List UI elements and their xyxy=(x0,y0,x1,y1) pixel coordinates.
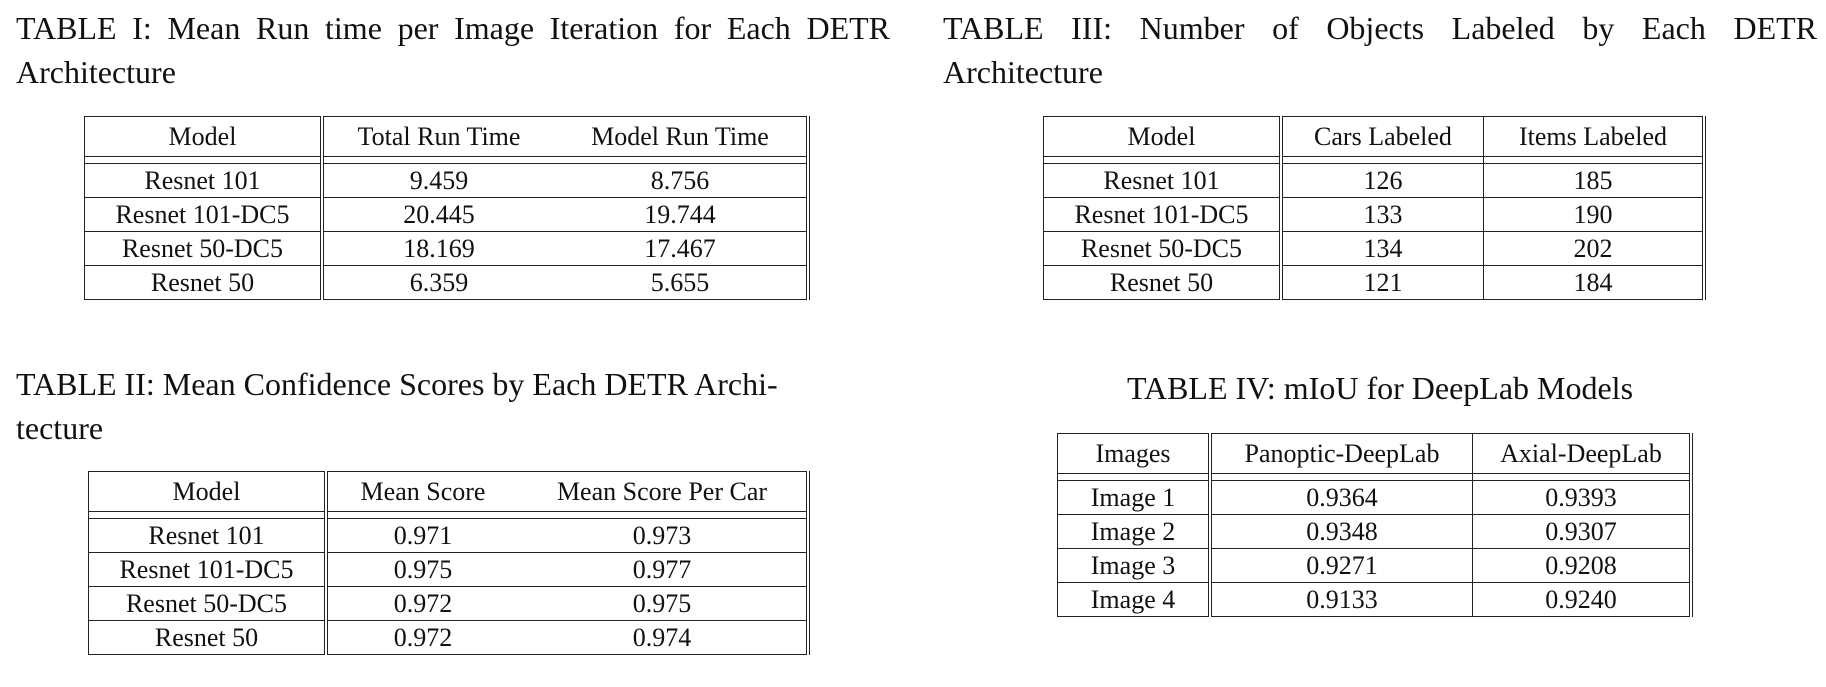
table-cell: 190 xyxy=(1483,197,1706,232)
table-3-header-items-labeled: Items Labeled xyxy=(1483,116,1706,157)
table-4-header-panoptic-deeplab: Panoptic-DeepLab xyxy=(1210,433,1473,474)
table-row: Image 1 0.9364 0.9393 xyxy=(1057,480,1693,515)
table-2-caption-label: TABLE II: xyxy=(16,366,155,402)
table-cell: 5.655 xyxy=(554,265,810,300)
table-cell: Resnet 101 xyxy=(1043,163,1283,198)
table-1-header-model: Model xyxy=(84,116,324,157)
table-cell: 0.9208 xyxy=(1472,548,1693,583)
table-cell: 0.9393 xyxy=(1472,480,1693,515)
table-cell: 0.975 xyxy=(518,586,810,621)
table-cell: 0.971 xyxy=(326,518,518,553)
table-row: Resnet 50-DC5 18.169 17.467 xyxy=(84,231,810,266)
table-row: Resnet 50 121 184 xyxy=(1043,265,1706,300)
table-row: Resnet 101-DC5 0.975 0.977 xyxy=(88,552,810,587)
table-3-caption-text: Number of Objects Labeled by Each DETR A… xyxy=(943,10,1818,90)
table-cell: Resnet 50 xyxy=(84,265,324,300)
table-row: Resnet 50 6.359 5.655 xyxy=(84,265,810,300)
table-4-caption: TABLE IV: mIoU for DeepLab Models xyxy=(1040,366,1720,410)
table-cell: Resnet 101-DC5 xyxy=(88,552,328,587)
table-cell: 0.972 xyxy=(326,586,518,621)
table-cell: 202 xyxy=(1483,231,1706,266)
table-3-caption-label: TABLE III: xyxy=(943,10,1112,46)
table-cell: 0.9271 xyxy=(1210,548,1473,583)
table-2-caption-line-2: tecture xyxy=(16,410,104,446)
table-cell: 0.975 xyxy=(326,552,518,587)
table-row: Resnet 101 126 185 xyxy=(1043,163,1706,198)
table-cell: 0.9348 xyxy=(1210,514,1473,549)
table-cell: Image 4 xyxy=(1057,582,1212,617)
table-cell: 9.459 xyxy=(322,163,554,198)
table-row: Resnet 50-DC5 0.972 0.975 xyxy=(88,586,810,621)
table-2: Model Mean Score Mean Score Per Car Resn… xyxy=(88,471,810,655)
table-1-caption-label: TABLE I: xyxy=(16,10,152,46)
table-2-caption-line-1: Mean Confidence Scores by Each DETR Arch… xyxy=(162,366,778,402)
table-cell: 18.169 xyxy=(322,231,554,266)
table-cell: Resnet 50-DC5 xyxy=(1043,231,1283,266)
table-cell: 121 xyxy=(1281,265,1484,300)
table-row: Image 3 0.9271 0.9208 xyxy=(1057,548,1693,583)
table-row: Resnet 101 9.459 8.756 xyxy=(84,163,810,198)
table-cell: Resnet 50 xyxy=(1043,265,1283,300)
table-3-header-cars-labeled: Cars Labeled xyxy=(1281,116,1484,157)
table-1: Model Total Run Time Model Run Time Resn… xyxy=(84,116,810,300)
table-cell: 126 xyxy=(1281,163,1484,198)
table-cell: 19.744 xyxy=(554,197,810,232)
table-4: Images Panoptic-DeepLab Axial-DeepLab Im… xyxy=(1057,433,1693,617)
table-row: Resnet 50 0.972 0.974 xyxy=(88,620,810,655)
table-cell: Image 3 xyxy=(1057,548,1212,583)
table-cell: Image 1 xyxy=(1057,480,1212,515)
table-row: Resnet 101-DC5 133 190 xyxy=(1043,197,1706,232)
table-1-caption-text: Mean Run time per Image Iteration for Ea… xyxy=(16,10,891,90)
table-3: Model Cars Labeled Items Labeled Resnet … xyxy=(1043,116,1706,300)
table-1-caption: TABLE I: Mean Run time per Image Iterati… xyxy=(16,6,890,94)
table-row: Resnet 101-DC5 20.445 19.744 xyxy=(84,197,810,232)
table-cell: 0.9240 xyxy=(1472,582,1693,617)
table-row: Resnet 50-DC5 134 202 xyxy=(1043,231,1706,266)
table-cell: Resnet 101 xyxy=(84,163,324,198)
table-cell: 20.445 xyxy=(322,197,554,232)
table-cell: Resnet 50-DC5 xyxy=(88,586,328,621)
table-row: Resnet 101 0.971 0.973 xyxy=(88,518,810,553)
table-cell: 184 xyxy=(1483,265,1706,300)
table-cell: Resnet 101-DC5 xyxy=(84,197,324,232)
table-2-caption: TABLE II: Mean Confidence Scores by Each… xyxy=(16,362,890,450)
table-2-header-mean-score-per-car: Mean Score Per Car xyxy=(518,471,810,512)
table-2-header-mean-score: Mean Score xyxy=(326,471,518,512)
table-cell: Resnet 101-DC5 xyxy=(1043,197,1283,232)
table-3-header-model: Model xyxy=(1043,116,1283,157)
table-cell: 6.359 xyxy=(322,265,554,300)
table-cell: 8.756 xyxy=(554,163,810,198)
table-cell: 133 xyxy=(1281,197,1484,232)
table-cell: Resnet 50 xyxy=(88,620,328,655)
table-cell: Image 2 xyxy=(1057,514,1212,549)
table-cell: 134 xyxy=(1281,231,1484,266)
table-4-caption-label: TABLE IV: xyxy=(1126,370,1276,406)
table-4-caption-text: mIoU for DeepLab Models xyxy=(1283,370,1634,406)
table-row: Image 2 0.9348 0.9307 xyxy=(1057,514,1693,549)
table-cell: 0.973 xyxy=(518,518,810,553)
table-cell: 0.9133 xyxy=(1210,582,1473,617)
table-cell: Resnet 50-DC5 xyxy=(84,231,324,266)
table-3-caption: TABLE III: Number of Objects Labeled by … xyxy=(943,6,1817,94)
table-row: Image 4 0.9133 0.9240 xyxy=(1057,582,1693,617)
table-cell: Resnet 101 xyxy=(88,518,328,553)
table-1-header-total-run-time: Total Run Time xyxy=(322,116,554,157)
table-cell: 0.9364 xyxy=(1210,480,1473,515)
table-cell: 17.467 xyxy=(554,231,810,266)
table-4-header-axial-deeplab: Axial-DeepLab xyxy=(1472,433,1693,474)
table-cell: 0.972 xyxy=(326,620,518,655)
table-cell: 0.9307 xyxy=(1472,514,1693,549)
table-cell: 0.974 xyxy=(518,620,810,655)
table-cell: 0.977 xyxy=(518,552,810,587)
table-4-header-images: Images xyxy=(1057,433,1212,474)
table-1-header-model-run-time: Model Run Time xyxy=(554,116,810,157)
table-2-header-model: Model xyxy=(88,471,328,512)
table-cell: 185 xyxy=(1483,163,1706,198)
